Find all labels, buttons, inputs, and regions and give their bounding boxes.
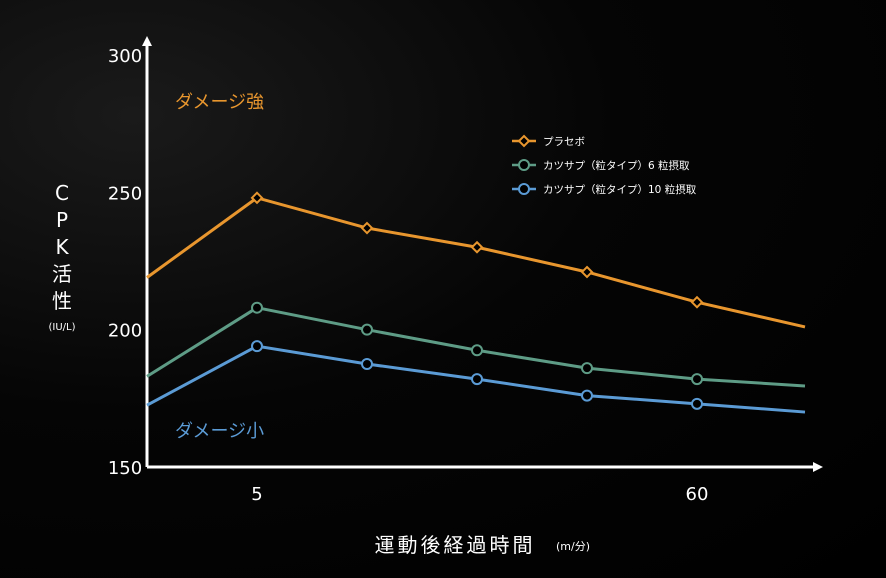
y-axis-unit: (IU/L) [48,322,75,333]
y-axis-label-char: K [55,235,69,259]
data-point [470,240,484,254]
y-tick-label: 150 [108,458,142,479]
legend-item: カツサプ（粒タイプ）6 粒摂取 [512,159,690,172]
y-tick-label: 300 [108,46,142,67]
data-point [471,373,483,386]
y-axis-label-char: 活 [52,262,72,286]
data-point [691,373,703,386]
legend-label: カツサプ（粒タイプ）10 粒摂取 [543,183,697,196]
x-axis-arrow-icon [813,462,823,472]
y-axis-label-char: 性 [52,289,72,313]
x-axis-label: 運動後経過時間 [375,533,536,557]
y-axis-label-char: C [55,181,69,205]
legend-item: プラセボ [512,134,585,148]
data-point [690,295,704,309]
legend-label: カツサプ（粒タイプ）6 粒摂取 [543,159,690,172]
legend-marker-icon [518,183,530,195]
data-point [691,397,703,410]
data-point [251,301,263,314]
legend-marker-icon [517,134,531,148]
data-point [581,362,593,375]
x-axis-unit: (m/分) [556,540,590,553]
data-point [361,358,373,370]
data-point [251,340,263,353]
y-tick-label: 200 [108,321,142,342]
x-tick-label: 60 [686,484,709,505]
legend-marker-icon [518,159,530,171]
data-point [581,389,593,402]
annotation-damage-small: ダメージ小 [175,421,264,442]
legend-label: プラセボ [543,136,585,148]
series-line [146,196,806,329]
data-point [361,323,373,336]
y-tick-label: 250 [108,183,142,204]
data-point [250,191,264,205]
data-point [580,265,594,279]
series-1 [146,301,806,388]
y-axis-arrow-icon [142,36,152,46]
series-2 [146,340,806,414]
series-0 [146,191,806,329]
legend-item: カツサプ（粒タイプ）10 粒摂取 [512,183,697,196]
x-tick-label: 5 [251,484,262,505]
annotation-damage-strong: ダメージ強 [175,92,264,113]
data-point [471,344,483,357]
y-axis-label-char: P [56,208,68,232]
data-point [360,221,374,235]
